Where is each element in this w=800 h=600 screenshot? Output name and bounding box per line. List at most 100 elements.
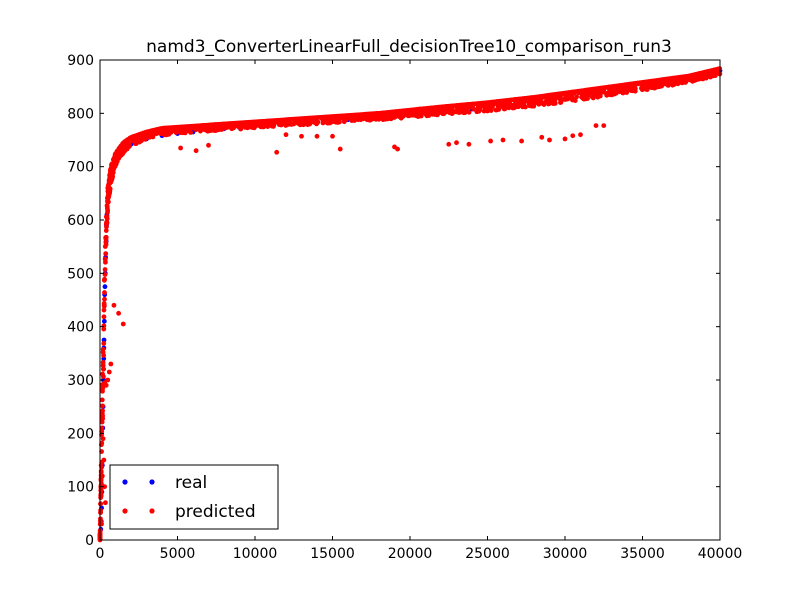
y-tick-label: 800 (67, 106, 94, 122)
y-tick-label: 300 (67, 373, 94, 389)
data-point-predicted (639, 85, 644, 91)
data-point-predicted (104, 204, 110, 209)
data-point-predicted (373, 115, 379, 121)
data-point-predicted (110, 157, 116, 162)
data-point-predicted-outlier (103, 382, 109, 388)
data-point-predicted (208, 128, 214, 134)
data-point-predicted-outlier (500, 137, 506, 143)
data-point-predicted (599, 89, 605, 95)
data-point-predicted (106, 181, 112, 187)
data-point-predicted (487, 107, 493, 113)
data-point-predicted (581, 95, 587, 101)
data-point-predicted (408, 111, 413, 117)
data-point-predicted (101, 303, 107, 309)
data-point-predicted (203, 126, 208, 132)
data-point-predicted (466, 109, 472, 115)
data-point-predicted (99, 425, 105, 431)
data-point-predicted (215, 127, 221, 133)
data-point-predicted (278, 122, 284, 128)
data-point-predicted-outlier (454, 140, 459, 146)
data-point-predicted (109, 162, 114, 168)
data-point-predicted (321, 118, 327, 124)
data-point-real (101, 318, 107, 324)
data-point-predicted (103, 234, 109, 240)
data-point-predicted (294, 120, 300, 126)
data-point-predicted (98, 490, 104, 496)
data-point-predicted-outlier (466, 141, 472, 147)
data-point-predicted (712, 73, 718, 78)
data-point-predicted (238, 126, 244, 131)
data-point-predicted (99, 440, 105, 446)
data-point-predicted (101, 307, 107, 313)
data-point-predicted (461, 110, 467, 116)
data-point-predicted (99, 410, 105, 416)
data-point-predicted (107, 172, 113, 178)
x-tick-label: 5000 (160, 546, 196, 562)
data-point-predicted (521, 102, 527, 108)
data-point-predicted (229, 126, 235, 131)
legend-label-real: real (175, 473, 207, 493)
data-point-predicted-outlier (110, 169, 115, 175)
data-point-predicted (180, 130, 185, 136)
data-point-real (102, 284, 108, 290)
data-point-predicted (100, 371, 105, 377)
data-point-predicted (102, 256, 108, 262)
data-point-predicted (103, 242, 109, 247)
data-point-predicted (426, 111, 432, 117)
data-point-predicted-outlier (330, 133, 335, 139)
data-point-predicted-outlier (446, 141, 452, 147)
data-point-predicted (138, 138, 144, 144)
data-point-predicted-outlier (103, 500, 108, 506)
data-point-predicted (99, 397, 105, 403)
chart-title: namd3_ConverterLinearFull_decisionTree10… (146, 37, 672, 57)
data-point-predicted (360, 116, 366, 122)
data-point-predicted (563, 96, 569, 102)
data-point-predicted (643, 84, 649, 89)
data-point-predicted-outlier (570, 133, 576, 139)
data-point-predicted-outlier (178, 145, 184, 151)
data-point-predicted-outlier (116, 310, 121, 316)
data-point-predicted (103, 228, 109, 233)
data-point-predicted (102, 267, 108, 272)
data-point-predicted (106, 193, 112, 198)
data-point-predicted (593, 92, 599, 98)
data-point-predicted-outlier (562, 136, 568, 142)
data-point-predicted (103, 251, 109, 257)
data-point-real (101, 337, 107, 343)
data-point-predicted-outlier (539, 134, 545, 140)
data-point-predicted-outlier (206, 142, 211, 148)
data-point-predicted (534, 100, 540, 106)
legend-marker-real-1 (122, 479, 128, 485)
data-point-predicted (98, 501, 103, 507)
y-tick-label: 0 (85, 533, 94, 549)
data-point-predicted (284, 122, 290, 128)
data-point-predicted-outlier (106, 185, 112, 191)
y-tick-label: 700 (67, 160, 94, 176)
data-point-predicted (174, 129, 179, 135)
data-point-predicted (622, 87, 628, 93)
data-point-predicted-outlier (283, 132, 289, 138)
data-point-predicted (690, 78, 695, 84)
x-tick-label: 40000 (698, 546, 743, 562)
data-point-predicted-outlier (593, 123, 599, 128)
data-point-predicted (597, 93, 603, 99)
x-tick-label: 30000 (543, 546, 588, 562)
data-point-predicted (552, 100, 558, 106)
data-point-predicted (245, 125, 250, 131)
y-tick-label: 400 (67, 320, 94, 336)
data-point-predicted-outlier (314, 133, 320, 139)
data-point-predicted (101, 314, 107, 320)
y-tick-label: 100 (67, 480, 94, 496)
data-point-predicted (100, 347, 106, 352)
x-tick-label: 0 (96, 546, 105, 562)
data-point-predicted-outlier (100, 436, 106, 442)
data-point-predicted (511, 105, 517, 111)
x-tick-label: 20000 (388, 546, 433, 562)
data-point-predicted (101, 277, 107, 283)
data-point-predicted (143, 136, 148, 141)
x-tick-label: 15000 (310, 546, 355, 562)
data-point-predicted (101, 326, 107, 332)
data-point-predicted (435, 112, 440, 118)
